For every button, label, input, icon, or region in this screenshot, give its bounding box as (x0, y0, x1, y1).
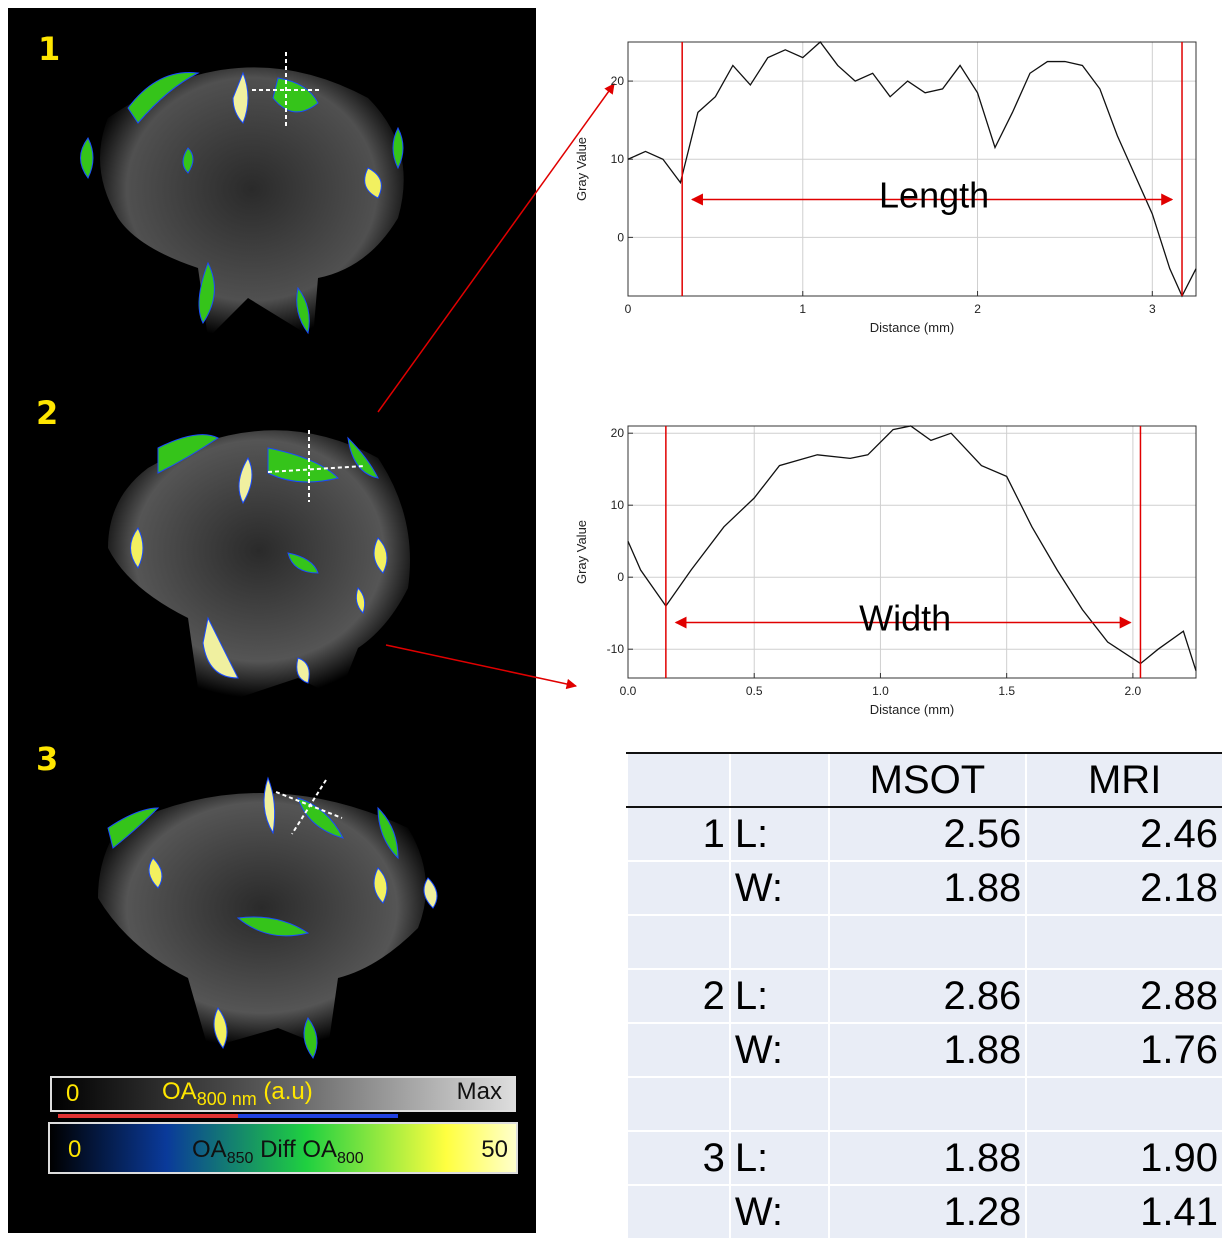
colorbar-gray-label: OA800 nm (a.u) (162, 1078, 313, 1109)
colorbar-diff-label: OA850 Diff OA800 (192, 1136, 364, 1167)
chart-1-plot-frame (627, 41, 1197, 297)
table-header-cell: MSOT (827, 752, 1027, 808)
colorbar-separator-red (58, 1114, 238, 1118)
table-cell: 2 (626, 968, 730, 1023)
table-cell (626, 860, 730, 915)
chart-2-ytick-label-1: 0 (617, 570, 624, 584)
colorbar-diff-max: 50 (481, 1136, 508, 1163)
width-profile-chart: 0.0 0.5 1.0 1.5 2.0 -10 0 10 20 Distance (mm) Gray… (574, 425, 1197, 717)
chart-1-ytick-label-0: 0 (617, 230, 624, 244)
table-row: 1 L: 2.56 2.46 (626, 806, 1222, 861)
table-cell: 1 (626, 806, 730, 861)
table-cell: 2.46 (1025, 806, 1222, 861)
table-cell (1025, 1076, 1222, 1131)
table-cell: 2.56 (827, 806, 1027, 861)
chart-2-ytick-label-3: 20 (611, 426, 625, 440)
length-profile-chart: 0 1 2 3 0 10 20 Distance (mm) Gray Value Length (574, 41, 1197, 335)
comparison-table: MSOT MRI 1 L: 2.56 2.46 W: 1.88 2.18 2 L: 2.86 2.88 W… (626, 752, 1222, 1238)
table-cell: 3 (626, 1130, 730, 1185)
table-cell (728, 1076, 829, 1131)
table-row: 2 L: 2.86 2.88 (626, 968, 1222, 1023)
chart-1-ytick-label-1: 10 (611, 152, 625, 166)
chart-1-xtick-label-3: 3 (1149, 302, 1156, 316)
table-cell: 1.88 (827, 1022, 1027, 1077)
chart-2-ytick-label-0: -10 (607, 642, 625, 656)
colorbar-separator-blue (238, 1114, 398, 1118)
table-header-cell (728, 752, 829, 808)
table-row: W: 1.88 1.76 (626, 1022, 1222, 1077)
chart-1-xtick-label-0: 0 (625, 302, 632, 316)
table-header-cell: MRI (1025, 752, 1222, 808)
chart-2-xtick-label-2: 1.0 (872, 684, 889, 698)
oa-slice-image-2 (108, 430, 410, 698)
table-cell (827, 1076, 1027, 1131)
table-cell (626, 1022, 730, 1077)
table-cell (827, 914, 1027, 969)
table-cell: 1.88 (827, 860, 1027, 915)
arrow-to-width-chart (385, 644, 578, 690)
chart-2-xtick-label-4: 2.0 (1125, 684, 1142, 698)
slice-label-3: 3 (36, 740, 59, 778)
table-cell: 2.86 (827, 968, 1027, 1023)
table-cell: 1.88 (827, 1130, 1027, 1185)
chart-2-xlabel: Distance (mm) (870, 702, 955, 717)
table-header-cell (626, 752, 730, 808)
table-cell: 1.76 (1025, 1022, 1222, 1077)
table-cell (1025, 914, 1222, 969)
chart-2-plot-frame (627, 425, 1197, 679)
table-cell (626, 1076, 730, 1131)
table-cell: L: (728, 806, 829, 861)
table-cell: W: (728, 860, 829, 915)
slice-label-1: 1 (38, 30, 61, 68)
table-cell: L: (728, 1130, 829, 1185)
table-cell: 2.88 (1025, 968, 1222, 1023)
table-cell: 1.41 (1025, 1184, 1222, 1238)
table-cell (626, 914, 730, 969)
table-row (626, 914, 1222, 969)
chart-1-xtick-label-1: 1 (799, 302, 806, 316)
table-row: W: 1.88 2.18 (626, 860, 1222, 915)
colorbar-diff: 0 OA850 Diff OA800 50 (48, 1122, 518, 1174)
table-cell: 1.28 (827, 1184, 1027, 1238)
table-cell (626, 1184, 730, 1238)
table-cell: W: (728, 1184, 829, 1238)
oa-image-panel: 1 2 3 (8, 8, 536, 1233)
oa-slice-image-1 (80, 52, 404, 338)
chart-1-ytick-label-2: 20 (611, 74, 625, 88)
oa-slice-image-3 (98, 776, 438, 1059)
table-cell: 2.18 (1025, 860, 1222, 915)
table-row: 3 L: 1.88 1.90 (626, 1130, 1222, 1185)
chart-2-ytick-label-2: 10 (611, 498, 625, 512)
arrow-to-length-chart (377, 83, 615, 413)
chart-2-xtick-label-0: 0.0 (620, 684, 637, 698)
chart-1-series-line (627, 41, 1197, 298)
colorbar-grayscale: 0 OA800 nm (a.u) Max (50, 1076, 516, 1112)
table-row: W: 1.28 1.41 (626, 1184, 1222, 1238)
table-cell: 1.90 (1025, 1130, 1222, 1185)
colorbar-gray-min: 0 (66, 1080, 80, 1107)
chart-2-series-line (627, 425, 1197, 671)
colorbar-diff-min: 0 (68, 1136, 82, 1163)
table-header-row: MSOT MRI (626, 752, 1222, 808)
chart-2-xtick-label-3: 1.5 (998, 684, 1015, 698)
chart-2-xtick-label-1: 0.5 (746, 684, 763, 698)
table-cell (728, 914, 829, 969)
chart-1-xtick-label-2: 2 (974, 302, 981, 316)
chart-2-annotation: Width (859, 598, 951, 639)
chart-1-xlabel: Distance (mm) (870, 320, 955, 335)
table-row (626, 1076, 1222, 1131)
colorbar-gray-max: Max (456, 1078, 502, 1105)
chart-1-annotation: Length (879, 174, 989, 215)
table-cell: L: (728, 968, 829, 1023)
chart-2-ylabel: Gray Value (574, 520, 589, 584)
table-cell: W: (728, 1022, 829, 1077)
slice-label-2: 2 (36, 394, 59, 432)
chart-1-ylabel: Gray Value (574, 137, 589, 201)
